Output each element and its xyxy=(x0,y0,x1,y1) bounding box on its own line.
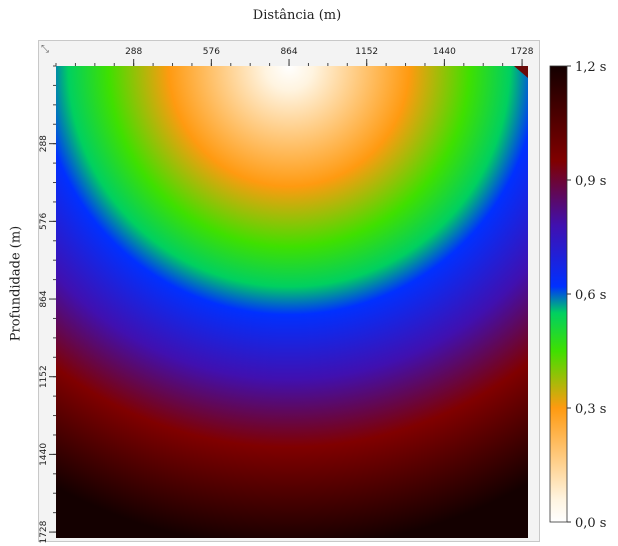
colorbar-tick-label: 0,3 s xyxy=(575,402,606,417)
heatmap-field xyxy=(56,66,528,538)
x-tick-label: 288 xyxy=(125,47,142,57)
colorbar xyxy=(549,65,568,523)
x-tick-label: 864 xyxy=(280,47,297,57)
y-tick-label: 576 xyxy=(39,212,49,229)
x-tick-label: 1440 xyxy=(433,47,456,57)
y-tick-label: 288 xyxy=(39,135,49,152)
x-tick-label: 1152 xyxy=(355,47,378,57)
colorbar-tick-label: 0,6 s xyxy=(575,288,606,303)
y-tick-label: 1152 xyxy=(39,365,49,388)
colorbar-tick-label: 0,9 s xyxy=(575,174,606,189)
corner-axes-icon[interactable]: ⤡ xyxy=(41,44,49,55)
x-axis-title: Distância (m) xyxy=(252,8,342,23)
x-tick-label: 576 xyxy=(203,47,220,57)
y-tick-label: 1728 xyxy=(39,520,49,543)
y-tick-label: 1440 xyxy=(39,443,49,466)
colorbar-tick-label: 0,0 s xyxy=(575,516,606,531)
corner-artifact xyxy=(514,66,528,78)
colorbar-tick-label: 1,2 s xyxy=(575,60,606,75)
y-tick-label: 864 xyxy=(39,290,49,307)
x-tick-label: 1728 xyxy=(511,47,534,57)
